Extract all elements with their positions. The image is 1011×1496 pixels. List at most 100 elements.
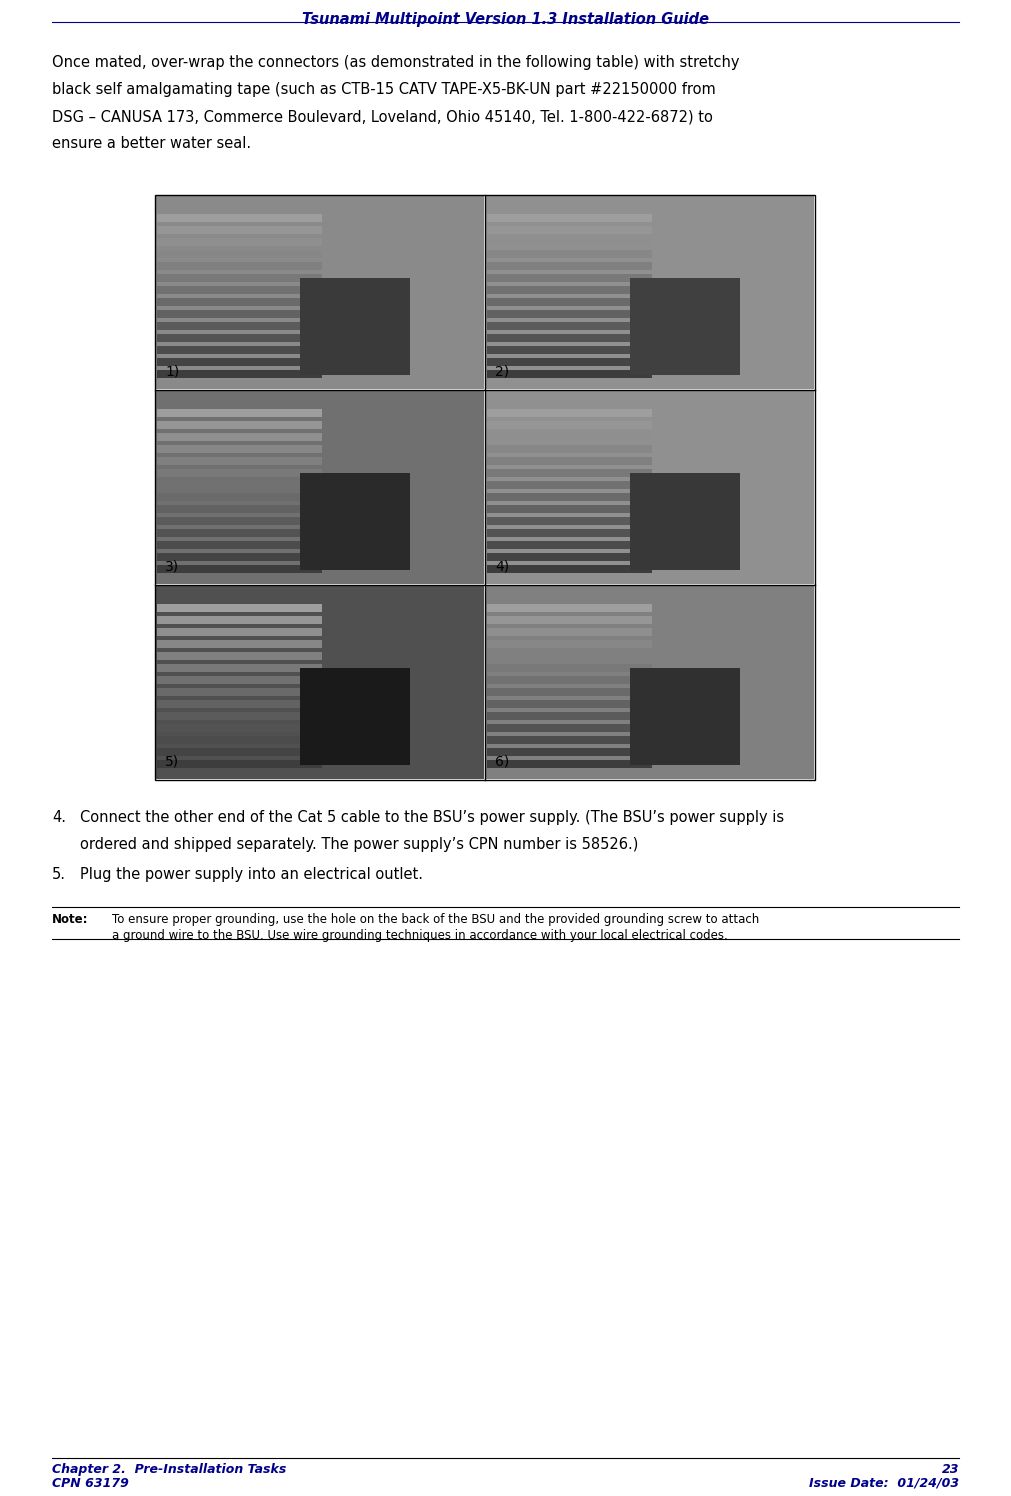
Bar (157, 712, 321, 720)
Bar (487, 470, 652, 477)
Bar (157, 760, 321, 767)
Bar (487, 262, 652, 269)
Text: ordered and shipped separately. The power supply’s CPN number is 58526.): ordered and shipped separately. The powe… (80, 836, 638, 853)
Text: 2): 2) (495, 364, 510, 378)
Bar (487, 760, 652, 767)
Bar (157, 370, 321, 378)
Bar (157, 616, 321, 624)
Bar (487, 748, 652, 755)
Bar (487, 640, 652, 648)
Bar (487, 238, 652, 245)
Text: 6): 6) (495, 754, 510, 767)
Bar (157, 676, 321, 684)
Text: Chapter 2.  Pre-Installation Tasks: Chapter 2. Pre-Installation Tasks (52, 1463, 286, 1477)
Bar (157, 274, 321, 283)
Bar (487, 420, 652, 429)
Bar (487, 346, 652, 355)
Bar (486, 390, 814, 583)
Text: 5.: 5. (52, 868, 66, 883)
Text: DSG – CANUSA 173, Commerce Boulevard, Loveland, Ohio 45140, Tel. 1-800-422-6872): DSG – CANUSA 173, Commerce Boulevard, Lo… (52, 109, 713, 124)
Bar (487, 542, 652, 549)
Bar (157, 238, 321, 245)
Bar (300, 669, 410, 764)
Bar (157, 664, 321, 672)
Bar (487, 482, 652, 489)
Bar (157, 346, 321, 355)
Bar (487, 494, 652, 501)
Bar (157, 554, 321, 561)
Bar (487, 456, 652, 465)
Bar (487, 700, 652, 708)
Bar (157, 310, 321, 319)
Text: To ensure proper grounding, use the hole on the back of the BSU and the provided: To ensure proper grounding, use the hole… (112, 913, 759, 926)
Text: Issue Date:  01/24/03: Issue Date: 01/24/03 (809, 1477, 959, 1490)
Text: 4.: 4. (52, 809, 66, 824)
Bar (487, 298, 652, 307)
Bar (487, 518, 652, 525)
Bar (157, 542, 321, 549)
Bar (157, 652, 321, 660)
Bar (156, 586, 484, 779)
Bar (486, 586, 814, 779)
Bar (487, 530, 652, 537)
Bar (157, 628, 321, 636)
Bar (157, 444, 321, 453)
Text: 3): 3) (165, 560, 179, 573)
Bar (155, 194, 815, 779)
Bar (157, 494, 321, 501)
Text: Connect the other end of the Cat 5 cable to the BSU’s power supply. (The BSU’s p: Connect the other end of the Cat 5 cable… (80, 809, 785, 824)
Bar (630, 669, 740, 764)
Bar (487, 628, 652, 636)
Bar (487, 286, 652, 295)
Bar (487, 358, 652, 367)
Bar (157, 640, 321, 648)
Bar (487, 652, 652, 660)
Text: 4): 4) (495, 560, 510, 573)
Bar (630, 473, 740, 570)
Bar (157, 724, 321, 732)
Text: 5): 5) (165, 754, 179, 767)
Bar (157, 518, 321, 525)
Bar (487, 712, 652, 720)
Bar (487, 214, 652, 221)
Bar (487, 554, 652, 561)
Text: Plug the power supply into an electrical outlet.: Plug the power supply into an electrical… (80, 868, 423, 883)
Bar (157, 226, 321, 233)
Bar (157, 604, 321, 612)
Bar (157, 432, 321, 441)
Bar (157, 262, 321, 269)
Bar (157, 530, 321, 537)
Bar (487, 444, 652, 453)
Text: 1): 1) (165, 364, 179, 378)
Bar (157, 506, 321, 513)
Bar (157, 250, 321, 257)
Bar (487, 370, 652, 378)
Bar (157, 748, 321, 755)
Bar (300, 278, 410, 375)
Bar (487, 310, 652, 319)
Bar (157, 322, 321, 331)
Bar (300, 473, 410, 570)
Bar (157, 420, 321, 429)
Bar (487, 736, 652, 744)
Text: Note:: Note: (52, 913, 89, 926)
Bar (487, 664, 652, 672)
Text: 23: 23 (941, 1463, 959, 1477)
Text: CPN 63179: CPN 63179 (52, 1477, 128, 1490)
Bar (630, 278, 740, 375)
Bar (157, 408, 321, 417)
Bar (487, 688, 652, 696)
Bar (157, 470, 321, 477)
Bar (487, 274, 652, 283)
Text: a ground wire to the BSU. Use wire grounding techniques in accordance with your : a ground wire to the BSU. Use wire groun… (112, 929, 728, 942)
Bar (157, 334, 321, 343)
Bar (157, 565, 321, 573)
Bar (487, 616, 652, 624)
Bar (487, 506, 652, 513)
Bar (487, 322, 652, 331)
Text: black self amalgamating tape (such as CTB-15 CATV TAPE-X5-BK-UN part #22150000 f: black self amalgamating tape (such as CT… (52, 82, 716, 97)
Bar (487, 408, 652, 417)
Bar (487, 604, 652, 612)
Bar (157, 482, 321, 489)
Bar (486, 196, 814, 389)
